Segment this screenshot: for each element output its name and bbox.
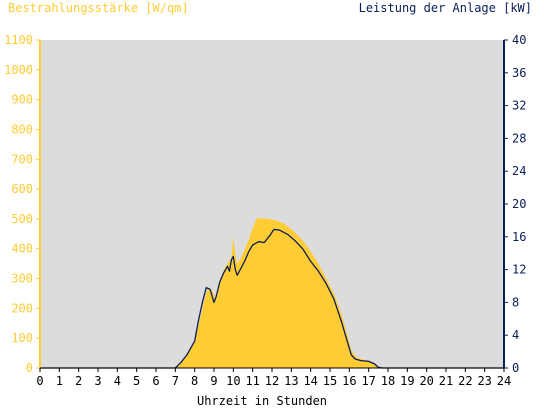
left-tick-label: 400 [11, 242, 33, 256]
right-tick-label: 32 [512, 99, 526, 113]
left-tick-label: 0 [26, 361, 33, 375]
x-tick-label: 20 [419, 374, 433, 388]
right-tick-label: 36 [512, 66, 526, 80]
right-tick-label: 40 [512, 33, 526, 47]
x-tick-label: 6 [152, 374, 159, 388]
x-tick-label: 16 [342, 374, 356, 388]
left-tick-label: 200 [11, 301, 33, 315]
irradiance-area [40, 218, 504, 368]
x-tick-label: 23 [477, 374, 491, 388]
x-tick-label: 15 [323, 374, 337, 388]
x-tick-label: 5 [133, 374, 140, 388]
x-tick-label: 14 [303, 374, 317, 388]
left-tick-label: 500 [11, 212, 33, 226]
x-tick-label: 9 [210, 374, 217, 388]
power-line [40, 228, 504, 369]
right-tick-label: 4 [512, 328, 519, 342]
right-axis-ticks: 0 4 8 12 16 20 24 28 32 36 40 [504, 33, 526, 375]
left-axis-title: Bestrahlungsstärke [W/qm] [8, 1, 189, 15]
right-tick-label: 24 [512, 164, 526, 178]
right-axis-title: Leistung der Anlage [kW] [359, 1, 532, 15]
left-tick-label: 900 [11, 93, 33, 107]
left-axis-ticks: 0 100 200 300 400 500 600 700 800 900 1000 1100 [4, 33, 40, 375]
x-tick-label: 13 [284, 374, 298, 388]
x-tick-label: 2 [75, 374, 82, 388]
left-tick-label: 300 [11, 272, 33, 286]
x-axis-ticks: 0 1 2 3 4 5 6 7 8 9 10 11 12 13 14 15 16 17 18 19 20 21 22 23 24 [36, 368, 511, 388]
left-tick-label: 800 [11, 122, 33, 136]
x-tick-label: 21 [439, 374, 453, 388]
right-tick-label: 8 [512, 295, 519, 309]
x-tick-label: 1 [56, 374, 63, 388]
right-tick-label: 28 [512, 131, 526, 145]
x-tick-label: 17 [361, 374, 375, 388]
left-tick-label: 1100 [4, 33, 33, 47]
right-tick-label: 0 [512, 361, 519, 375]
x-tick-label: 24 [497, 374, 511, 388]
right-tick-label: 12 [512, 263, 526, 277]
left-tick-label: 100 [11, 331, 33, 345]
x-tick-label: 12 [265, 374, 279, 388]
x-tick-label: 18 [381, 374, 395, 388]
x-tick-label: 10 [226, 374, 240, 388]
left-tick-label: 1000 [4, 63, 33, 77]
irradiance-area-series [40, 218, 504, 368]
x-tick-label: 4 [114, 374, 121, 388]
x-tick-label: 0 [36, 374, 43, 388]
x-tick-label: 22 [458, 374, 472, 388]
x-tick-label: 7 [172, 374, 179, 388]
x-axis-title: Uhrzeit in Stunden [197, 394, 327, 408]
left-tick-label: 600 [11, 182, 33, 196]
right-tick-label: 16 [512, 230, 526, 244]
right-tick-label: 20 [512, 197, 526, 211]
x-tick-label: 8 [191, 374, 198, 388]
left-tick-label: 700 [11, 152, 33, 166]
x-tick-label: 11 [245, 374, 259, 388]
x-tick-label: 3 [94, 374, 101, 388]
x-tick-label: 19 [400, 374, 414, 388]
power-line-series [40, 228, 504, 369]
